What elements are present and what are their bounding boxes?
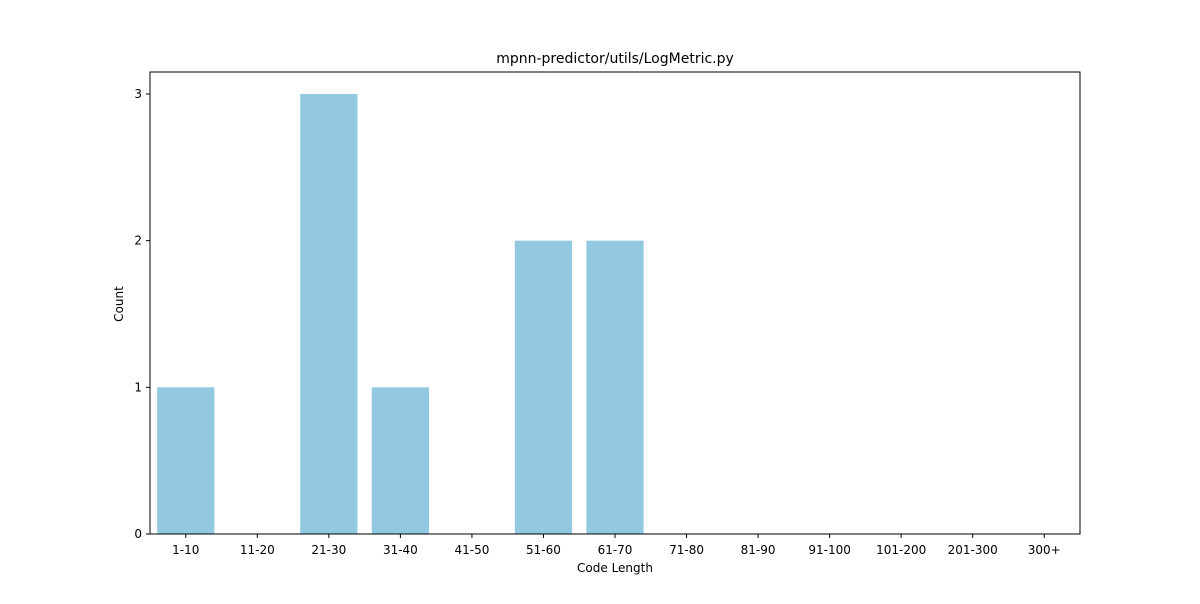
x-tick-label: 300+ bbox=[1028, 543, 1061, 557]
x-tick-label: 41-50 bbox=[454, 543, 489, 557]
bar-21-30 bbox=[300, 94, 358, 534]
bar-61-70 bbox=[586, 240, 644, 535]
x-tick-label: 11-20 bbox=[240, 543, 275, 557]
bars-layer bbox=[157, 94, 644, 535]
x-tick-label: 51-60 bbox=[526, 543, 561, 557]
bar-1-10 bbox=[157, 387, 215, 534]
axes-layer: 1-10 11-20 21-30 31-40 41-50 51-60 61-70 71-80 8… bbox=[134, 71, 1081, 557]
y-tick-label: 0 bbox=[134, 527, 142, 541]
x-tick-label: 1-10 bbox=[172, 543, 199, 557]
y-tick-label: 2 bbox=[134, 234, 142, 248]
y-axis-label: Count bbox=[112, 286, 126, 322]
bar-51-60 bbox=[514, 240, 573, 535]
x-tick-label: 61-70 bbox=[598, 543, 633, 557]
x-tick-label: 201-300 bbox=[948, 543, 998, 557]
x-tick-label: 31-40 bbox=[383, 543, 418, 557]
x-axis-label: Code Length bbox=[577, 561, 653, 575]
y-tick-label: 3 bbox=[134, 87, 142, 101]
x-tick-label: 101-200 bbox=[876, 543, 926, 557]
x-tick-label: 71-80 bbox=[669, 543, 704, 557]
x-tick-label: 21-30 bbox=[311, 543, 346, 557]
x-tick-label: 81-90 bbox=[741, 543, 776, 557]
bar-31-40 bbox=[371, 387, 429, 534]
y-tick-label: 1 bbox=[134, 380, 142, 394]
chart-title: mpnn-predictor/utils/LogMetric.py bbox=[496, 51, 734, 67]
x-tick-label: 91-100 bbox=[808, 543, 851, 557]
